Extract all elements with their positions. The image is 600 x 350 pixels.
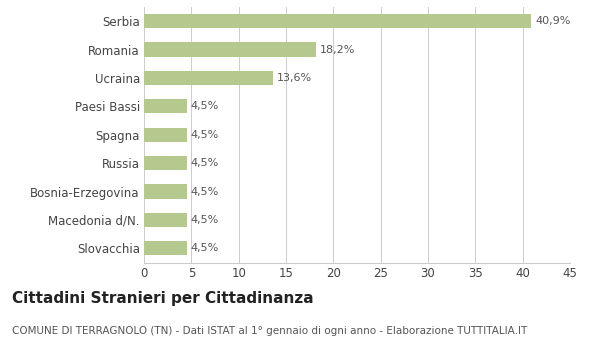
Bar: [144, 99, 187, 113]
Bar: [144, 71, 273, 85]
Bar: [144, 241, 187, 256]
Text: COMUNE DI TERRAGNOLO (TN) - Dati ISTAT al 1° gennaio di ogni anno - Elaborazione: COMUNE DI TERRAGNOLO (TN) - Dati ISTAT a…: [12, 326, 527, 336]
Text: 4,5%: 4,5%: [190, 243, 218, 253]
Text: 40,9%: 40,9%: [535, 16, 571, 26]
Text: 4,5%: 4,5%: [190, 102, 218, 111]
Bar: [144, 184, 187, 199]
Text: 4,5%: 4,5%: [190, 158, 218, 168]
Text: 18,2%: 18,2%: [320, 44, 355, 55]
Text: 4,5%: 4,5%: [190, 130, 218, 140]
Text: 13,6%: 13,6%: [277, 73, 311, 83]
Bar: [144, 14, 531, 28]
Text: 4,5%: 4,5%: [190, 187, 218, 197]
Bar: [144, 42, 316, 57]
Text: 4,5%: 4,5%: [190, 215, 218, 225]
Text: Cittadini Stranieri per Cittadinanza: Cittadini Stranieri per Cittadinanza: [12, 290, 314, 306]
Bar: [144, 213, 187, 227]
Bar: [144, 156, 187, 170]
Bar: [144, 128, 187, 142]
